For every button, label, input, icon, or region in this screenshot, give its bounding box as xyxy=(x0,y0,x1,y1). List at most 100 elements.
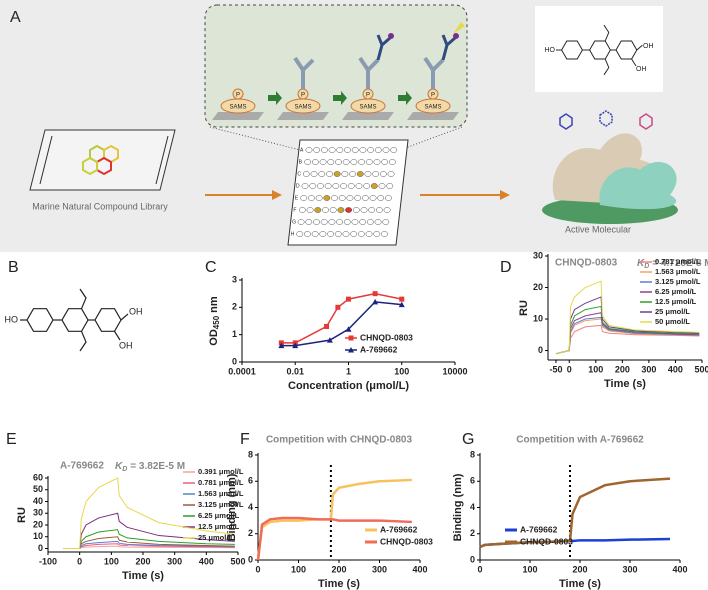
well xyxy=(360,207,368,213)
chart-title: Competition with A-769662 xyxy=(516,435,644,446)
well xyxy=(366,219,374,225)
step-arrow xyxy=(268,91,282,105)
library-icon xyxy=(29,129,176,191)
well xyxy=(307,195,315,201)
x-tick-label: 100 xyxy=(291,564,306,574)
well xyxy=(322,207,329,213)
well xyxy=(343,219,351,225)
well xyxy=(319,231,327,237)
well xyxy=(329,207,337,213)
well xyxy=(390,147,398,153)
well xyxy=(387,171,395,177)
y-axis-label: RU xyxy=(518,300,530,316)
well xyxy=(370,183,378,189)
well xyxy=(359,219,367,225)
well xyxy=(297,219,305,225)
well xyxy=(306,207,314,213)
y-tick-label: 4 xyxy=(248,502,253,512)
y-axis-label: Binding (nm) xyxy=(226,473,238,541)
well xyxy=(333,171,341,177)
panel-label: D xyxy=(500,259,512,276)
well xyxy=(359,147,367,153)
sams-label: SAMS xyxy=(294,105,311,111)
label-dot xyxy=(453,33,459,39)
point xyxy=(324,323,330,329)
sams-label: SAMS xyxy=(424,105,441,111)
kd-value: = 4.728E-8 M xyxy=(652,258,708,269)
y-tick-label: 40 xyxy=(33,496,43,506)
well xyxy=(368,207,376,213)
point xyxy=(372,291,378,297)
series-line xyxy=(63,529,235,549)
legend-label: CHNQD-0803 xyxy=(360,332,413,342)
x-axis-label: Concentration (μmol/L) xyxy=(288,380,409,392)
atom-label: OH xyxy=(119,340,133,350)
panel-label: F xyxy=(240,431,250,448)
x-tick-label: 400 xyxy=(199,556,214,566)
x-tick-label: 0 xyxy=(567,364,572,374)
well xyxy=(301,183,309,189)
well xyxy=(346,195,354,201)
y-tick-label: 0 xyxy=(38,543,43,553)
well xyxy=(373,231,381,237)
x-tick-label: 400 xyxy=(672,564,687,574)
legend-label: 12.5 μmol/L xyxy=(198,522,240,531)
x-tick-label: 300 xyxy=(372,564,387,574)
well xyxy=(327,159,335,165)
zoom-line xyxy=(399,126,463,151)
x-tick-label: 400 xyxy=(412,564,427,574)
plate-row-label: F xyxy=(293,207,296,213)
well xyxy=(300,195,308,201)
plate-row-label: H xyxy=(291,231,295,237)
x-tick-label: 300 xyxy=(167,556,182,566)
p-label: P xyxy=(236,93,240,99)
well xyxy=(358,159,366,165)
well xyxy=(374,147,382,153)
y-tick-label: 10 xyxy=(533,313,543,323)
x-tick-label: 400 xyxy=(668,364,683,374)
well xyxy=(302,171,310,177)
legend-label: 12.5 μmol/L xyxy=(655,297,697,306)
well xyxy=(379,171,387,177)
well xyxy=(384,195,392,201)
series-line xyxy=(63,477,235,549)
kd-symbol: K xyxy=(637,258,645,269)
well xyxy=(324,183,332,189)
y-tick-label: 10 xyxy=(33,531,43,541)
atom-label: OH xyxy=(636,66,647,73)
secondary-ab xyxy=(376,34,391,61)
x-tick-label: 0 xyxy=(77,556,82,566)
active-label: Active Molecular xyxy=(565,224,631,234)
well xyxy=(361,195,369,201)
slide xyxy=(407,112,459,120)
y-label-main: Binding (nm) xyxy=(452,473,464,541)
well xyxy=(336,219,344,225)
x-tick-label: 0.0001 xyxy=(228,366,256,376)
library-label: Marine Natural Compound Library xyxy=(32,201,168,211)
well xyxy=(311,231,319,237)
well xyxy=(341,171,349,177)
well xyxy=(316,183,324,189)
y-label-sub: 450 xyxy=(212,315,221,329)
plate-row-label: G xyxy=(292,219,296,225)
protein xyxy=(542,110,678,224)
x-tick-label: 10000 xyxy=(442,366,467,376)
x-tick-label: 500 xyxy=(694,364,708,374)
well xyxy=(365,159,373,165)
slide xyxy=(212,112,264,120)
x-axis-label: Time (s) xyxy=(559,578,601,590)
legend-label: A-769662 xyxy=(360,344,398,354)
well xyxy=(377,195,385,201)
chart-title: CHNQD-0803 xyxy=(555,258,618,269)
y-tick-label: 8 xyxy=(248,449,253,459)
legend-label: 6.25 μmol/L xyxy=(655,287,697,296)
panel-label: B xyxy=(8,259,19,276)
point xyxy=(335,304,341,310)
well xyxy=(356,171,364,177)
y-tick-label: 3 xyxy=(232,274,237,284)
well xyxy=(305,219,313,225)
well xyxy=(357,231,365,237)
x-axis-label: Time (s) xyxy=(604,378,646,390)
label-dot xyxy=(388,33,394,39)
well xyxy=(351,147,359,153)
